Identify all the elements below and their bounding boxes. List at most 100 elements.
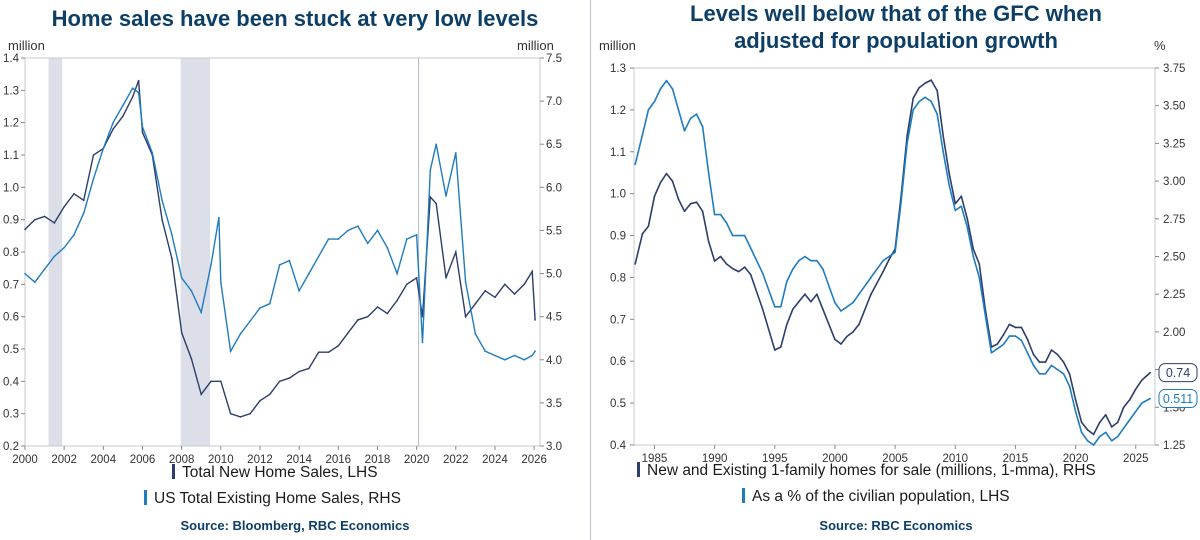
homes-for-sale-line-point — [822, 308, 824, 311]
pct-population-line-point — [731, 234, 734, 237]
x-tick-label: 2000 — [822, 453, 848, 465]
left-chart-panel: Home sales have been stuck at very low l… — [0, 0, 590, 540]
pct-population-line-point — [737, 234, 740, 237]
new-home-sales-line-point — [210, 380, 212, 383]
panel-divider — [590, 0, 591, 540]
legend-swatch-blue — [742, 488, 745, 503]
x-tick-label: 2010 — [942, 453, 968, 465]
pct-population-line-point — [786, 280, 788, 283]
existing-home-sales-line-point — [474, 333, 477, 335]
pct-population-line-point — [822, 268, 824, 270]
y-left-tick-label: 1.4 — [3, 53, 20, 65]
new-home-sales-line-point — [474, 302, 477, 305]
pct-population-line-point — [1032, 364, 1035, 367]
homes-for-sale-line-point — [1050, 349, 1053, 351]
new-home-sales-line-point — [131, 96, 134, 98]
new-home-sales-line-point — [141, 131, 144, 134]
x-tick-label: 2020 — [1063, 453, 1089, 465]
pct-population-line-point — [665, 79, 668, 82]
homes-for-sale-line-point — [882, 270, 884, 273]
y-right-tick-label: 5.0 — [546, 269, 562, 281]
existing-home-sales-line-point — [151, 152, 154, 154]
y-left-tick-label: 0.3 — [3, 409, 19, 421]
pct-population-line-point — [798, 259, 800, 262]
pct-population-line-point — [936, 113, 938, 115]
legend-item-homes-for-sale: New and Existing 1-family homes for sale… — [637, 462, 1096, 480]
x-tick-label: 2018 — [365, 454, 391, 466]
right-y-unit-label: million — [517, 38, 554, 53]
new-home-sales-line-point — [317, 351, 320, 354]
pct-population-line-point — [882, 259, 884, 262]
x-tick-label: 2000 — [12, 454, 38, 466]
new-home-sales-line-point — [455, 251, 457, 253]
pct-population-line-point — [719, 213, 722, 216]
existing-home-sales-line-point — [523, 359, 526, 361]
pct-population-line-point — [1014, 335, 1017, 337]
pct-population-line-point — [761, 272, 764, 275]
pct-population-line-point — [743, 234, 746, 237]
homes-for-sale-line-point — [1080, 421, 1083, 424]
x-tick-label: 2026 — [521, 454, 547, 466]
pct-population-line-point — [1020, 339, 1023, 342]
x-tick-label: 2022 — [443, 454, 469, 466]
existing-home-sales-line-point — [63, 246, 65, 249]
right-chart-left-unit-label: million — [599, 38, 636, 53]
y-left-tick-label: 0.8 — [610, 272, 626, 284]
existing-home-sales-line-point — [435, 143, 438, 145]
legend-swatch-dark — [172, 464, 175, 479]
pct-population-line-point — [1086, 440, 1089, 442]
pct-population-line-point — [659, 88, 662, 90]
new-home-sales-line-point — [53, 222, 56, 224]
homes-for-sale-line-point — [647, 225, 650, 228]
pct-population-line-point — [1080, 431, 1083, 434]
new-home-sales-line-point — [24, 228, 26, 231]
left-chart-plot: million million 2000 2002 2004 2006 2008 2010… — [3, 38, 562, 466]
pct-population-line-point — [1038, 373, 1041, 375]
pct-population-line-point — [1026, 352, 1029, 354]
pct-population-line-point — [701, 125, 704, 128]
new-home-sales-line-point — [337, 345, 340, 347]
new-home-sales-line-point — [435, 202, 438, 205]
new-home-sales-line — [24, 80, 536, 418]
existing-home-sales-line-point — [317, 255, 320, 258]
existing-home-sales-line-point — [53, 255, 56, 258]
pct-population-line-point — [948, 184, 950, 187]
left-chart-source: Source: Bloomberg, RBC Economics — [180, 518, 410, 533]
homes-for-sale-line-point — [1086, 429, 1089, 431]
y-right-tick-label: 2.50 — [1163, 252, 1185, 264]
new-home-sales-line-point — [220, 380, 222, 383]
pct-population-line-point — [647, 109, 650, 111]
pct-population-line-point — [816, 259, 818, 262]
new-home-sales-line-point — [366, 315, 369, 318]
pct-population-line-point — [1068, 385, 1071, 388]
existing-home-sales-line-point — [455, 152, 457, 154]
homes-for-sale-line-point — [918, 86, 920, 89]
y-right-tick-label: 6.5 — [546, 139, 562, 151]
existing-home-sales-line-point — [102, 147, 105, 150]
new-home-sales-line-point — [523, 283, 526, 286]
x-tick-label: 2024 — [482, 454, 508, 466]
homes-for-sale-line-point — [930, 79, 932, 81]
homes-for-sale-line-point — [707, 240, 710, 243]
pct-population-line-point — [846, 306, 848, 308]
x-tick-label: 2025 — [1123, 453, 1149, 465]
existing-home-sales-line-point — [239, 333, 242, 335]
homes-for-sale-line-point — [978, 263, 981, 265]
existing-home-sales-line-point — [504, 359, 506, 361]
y-left-tick-label: 0.6 — [610, 356, 626, 368]
homes-for-sale-line-point — [780, 346, 782, 348]
new-home-sales-line-point — [112, 128, 114, 130]
pct-population-line-point — [774, 306, 776, 308]
existing-home-sales-line-point — [137, 91, 140, 94]
homes-for-sale-line-point — [816, 293, 818, 296]
new-home-sales-line-point — [534, 319, 536, 321]
pct-population-line-point — [996, 347, 999, 350]
x-tick-label: 2010 — [208, 454, 234, 466]
new-home-sales-line-point — [513, 293, 516, 295]
y-left-tick-label: 0.5 — [3, 344, 19, 356]
pct-population-line-point — [990, 352, 993, 354]
x-tick-label: 2016 — [326, 454, 352, 466]
existing-home-sales-line-point — [396, 272, 398, 275]
existing-home-sales-line-point — [141, 126, 144, 128]
existing-home-sales-line-point — [43, 268, 46, 271]
